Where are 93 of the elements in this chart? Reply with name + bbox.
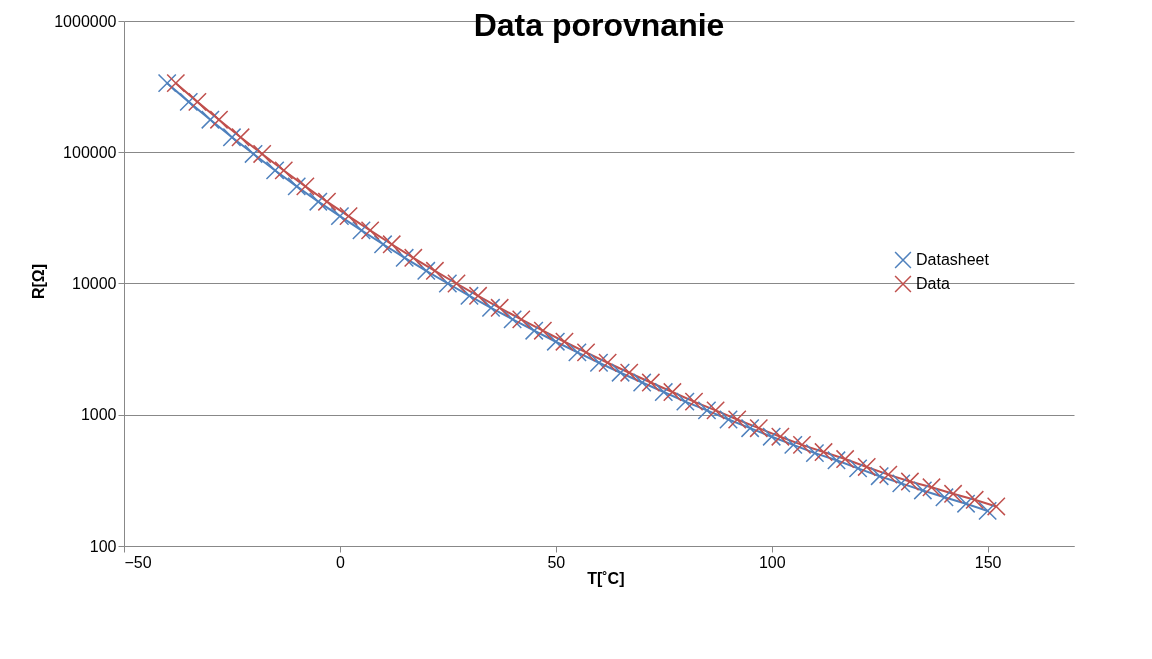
- point: [503, 309, 523, 329]
- x-tick-label: 100: [758, 553, 786, 571]
- point: [222, 127, 242, 147]
- point: [157, 73, 177, 93]
- point: [576, 342, 596, 362]
- point: [870, 466, 890, 486]
- point: [308, 192, 328, 212]
- point: [956, 494, 976, 514]
- point: [727, 410, 747, 429]
- point: [589, 353, 609, 373]
- point: [231, 127, 250, 147]
- point: [706, 400, 725, 420]
- x-axis-title: T[˚C]: [587, 569, 625, 587]
- point: [935, 487, 954, 507]
- point: [179, 92, 199, 112]
- x-tick-label: 0: [335, 553, 345, 571]
- y-tick-label: 1000: [80, 406, 117, 424]
- y-tick-label: 1000000: [54, 12, 117, 30]
- point: [762, 427, 782, 447]
- point: [317, 192, 337, 212]
- point: [352, 220, 371, 240]
- point: [805, 443, 825, 463]
- point: [632, 373, 652, 392]
- point: [749, 418, 769, 438]
- point: [878, 465, 898, 484]
- legend-label: Datasheet: [916, 251, 990, 268]
- point: [395, 248, 415, 268]
- chart-title: Data porovnanie: [473, 7, 725, 43]
- point: [891, 473, 911, 493]
- point: [792, 435, 812, 455]
- point: [481, 298, 501, 318]
- x-tick-label: 50: [547, 553, 566, 571]
- point: [460, 286, 479, 306]
- y-tick-label: 10000: [72, 275, 117, 292]
- point: [641, 373, 661, 392]
- point: [619, 363, 639, 383]
- point: [209, 110, 229, 130]
- point: [511, 309, 531, 329]
- point: [188, 92, 207, 112]
- x-tick-label: −50: [124, 553, 152, 571]
- point: [252, 144, 272, 164]
- point: [943, 484, 963, 504]
- point: [546, 332, 566, 352]
- y-axis-title: R[Ω]: [29, 263, 47, 300]
- point: [598, 353, 618, 373]
- point: [533, 321, 553, 341]
- point: [814, 442, 833, 462]
- point: [663, 382, 682, 402]
- point: [524, 321, 544, 341]
- point: [360, 220, 380, 240]
- point: [339, 206, 358, 226]
- point: [555, 332, 574, 352]
- point: [922, 477, 941, 497]
- point: [835, 449, 855, 469]
- y-tick-label: 100000: [63, 143, 117, 161]
- point: [978, 501, 998, 521]
- point: [447, 274, 466, 293]
- point: [166, 73, 186, 93]
- point: [438, 274, 458, 293]
- point: [857, 457, 877, 477]
- point: [416, 261, 436, 281]
- point: [568, 342, 587, 362]
- point: [295, 176, 315, 196]
- point: [330, 206, 350, 226]
- y-tick-label: 100: [89, 537, 117, 555]
- point: [425, 261, 445, 281]
- point: [770, 427, 790, 447]
- point: [697, 400, 717, 420]
- point: [740, 418, 760, 438]
- point: [675, 392, 695, 411]
- point: [468, 286, 488, 306]
- point: [827, 450, 846, 470]
- point: [373, 234, 393, 254]
- point: [287, 176, 307, 196]
- point: [382, 234, 402, 254]
- point: [654, 382, 674, 402]
- point: [490, 298, 510, 318]
- point: [848, 459, 868, 478]
- point: [244, 144, 263, 164]
- legend-label: Data: [916, 275, 950, 292]
- point: [684, 392, 704, 411]
- point: [965, 490, 985, 510]
- point: [913, 481, 933, 500]
- point: [719, 410, 738, 429]
- point: [611, 363, 630, 383]
- point: [900, 472, 920, 491]
- point: [274, 161, 294, 180]
- point: [783, 435, 803, 455]
- point: [265, 161, 285, 180]
- point: [200, 110, 220, 130]
- point: [403, 248, 423, 268]
- point: [986, 497, 1006, 516]
- x-tick-label: 150: [974, 553, 1002, 571]
